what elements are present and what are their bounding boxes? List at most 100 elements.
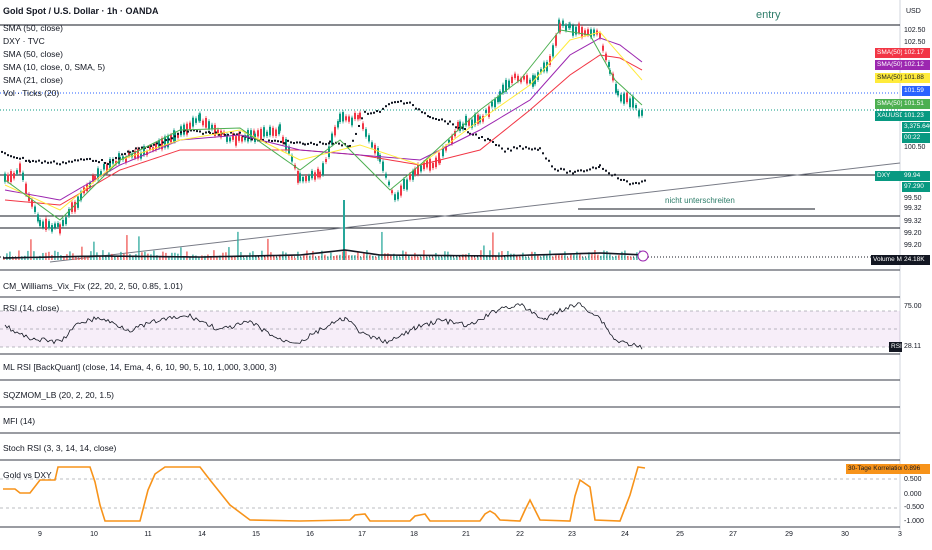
dxy-candle [177,132,179,135]
dxy-candle [429,116,431,119]
volume-bar [357,251,359,260]
candle-body [412,170,414,180]
dxy-candle [608,172,610,175]
dxy-candle [92,159,94,162]
dxy-candle [364,110,366,113]
entry-annotation[interactable]: entry [756,9,781,21]
volume-bar [234,256,236,260]
volume-bar [309,255,311,260]
candle-body [417,164,419,175]
dxy-candle [141,146,143,149]
volume-bar [429,257,431,260]
note-annotation[interactable]: nicht unterschreiten [665,196,735,205]
volume-bar [87,255,89,260]
pane-title-gold-vs-dxy[interactable]: Gold vs DXY [3,470,52,480]
pane-title-rsi[interactable]: RSI (14, close) [3,303,60,313]
candle-body [22,172,24,180]
candle-body [238,132,240,141]
dxy-candle [319,141,321,144]
volume-bar [366,250,368,260]
pane-title-stoch-rsi[interactable]: Stoch RSI (3, 3, 14, 14, close) [3,443,117,453]
legend-item[interactable]: SMA (50, close) [3,49,63,59]
volume-bar [351,255,353,260]
candle-body [100,171,102,176]
legend-item[interactable]: DXY · TVC [3,36,45,46]
dxy-candle [545,157,547,160]
dxy-candle [109,161,111,164]
volume-bar [411,256,413,260]
dxy-candle [59,163,61,166]
volume-bar [69,251,71,260]
candle-body [106,164,108,174]
volume-bar [615,255,617,260]
time-tick-label: 24 [621,531,629,538]
time-tick-label: 10 [90,531,98,538]
time-tick-label: 27 [729,531,737,538]
rsi-value: 28.11 [904,343,921,350]
candle-body [291,155,293,162]
candle-body [587,29,589,36]
candle-body [247,129,249,142]
time-tick-label: 21 [462,531,470,538]
candle-body [68,209,70,217]
pane-title-mfi[interactable]: MFI (14) [3,416,36,426]
candle-body [167,135,169,148]
volume-bar [552,256,554,260]
volume-bar [477,257,479,260]
dxy-candle [290,141,292,144]
volume-bar [579,254,581,260]
candle-body [559,23,561,33]
pane-title-ml-rsi[interactable]: ML RSI [BackQuant] (close, 14, Ema, 4, 6… [3,362,277,372]
pane-title-vixfix[interactable]: CM_Williams_Vix_Fix (22, 20, 2, 50, 0.85… [3,281,183,291]
candle-body [226,134,228,142]
volume-bar [588,252,590,260]
dxy-candle [367,112,369,115]
volume-bar [345,250,347,260]
dxy-candle [13,156,15,159]
price-tag-value: 00:22 [902,133,930,143]
candle-body [429,158,431,171]
legend-item[interactable]: Vol · Ticks (20) [3,88,60,98]
time-tick-label: 17 [358,531,366,538]
dxy-candle [394,101,396,104]
volume-bar [408,254,410,260]
volume-bar [321,250,323,260]
price-tag-label: SMA(50) [875,60,903,70]
volume-bar [9,251,11,260]
dxy-candle [129,151,131,154]
dxy-candle [107,163,109,166]
legend-item[interactable]: SMA (50, close) [3,23,63,33]
price-tag-value: 102.12 [902,60,930,70]
price-tag-value: 99.32 [904,218,922,225]
candle-body [505,79,507,92]
volume-bar [426,256,428,260]
time-tick-label: 16 [306,531,314,538]
volume-bar [78,257,80,260]
candle-body [302,176,304,182]
dxy-candle [56,162,58,165]
candle-body [4,173,6,182]
dxy-candle [592,166,594,169]
dxy-candle [121,153,123,156]
dxy-candle [338,142,340,145]
candle-body [195,118,197,123]
candle-body [474,114,476,126]
volume-bar [267,238,269,260]
volume-bar [462,254,464,260]
candle-body [485,109,487,113]
dxy-candle [202,132,204,135]
candle-body [471,119,473,128]
legend-item[interactable]: SMA (10, close, 0, SMA, 5) [3,62,106,72]
candle-body [94,176,96,180]
correlation-tag: 30-Tage Korrelation [846,464,905,474]
volume-bar [354,255,356,260]
corr-level-label: 0.000 [904,491,922,498]
dxy-candle [196,130,198,133]
candle-body [272,127,274,136]
pane-title-sqzmom[interactable]: SQZMOM_LB (20, 2, 20, 1.5) [3,390,115,400]
legend-item[interactable]: SMA (21, close) [3,75,63,85]
volume-bar [450,254,452,260]
volume-bar [204,255,206,260]
volume-bar [84,256,86,260]
